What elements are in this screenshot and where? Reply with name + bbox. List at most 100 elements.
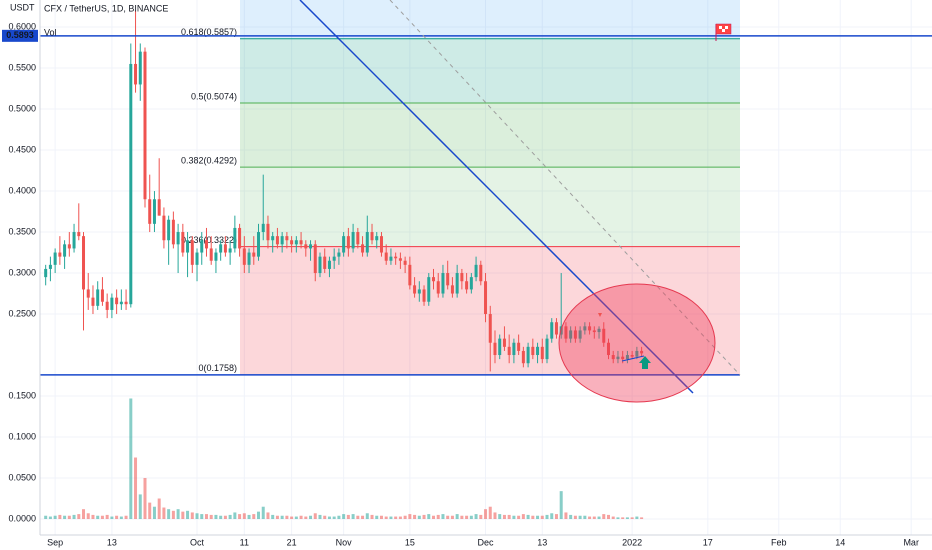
- fib-band: [240, 102, 740, 168]
- candle-body: [110, 297, 114, 310]
- candle-body: [621, 356, 625, 360]
- volume-bar: [72, 514, 76, 520]
- volume-bar: [313, 513, 317, 520]
- flag-check: [725, 26, 728, 29]
- volume-bar: [588, 516, 592, 520]
- volume-bar: [58, 514, 62, 520]
- volume-bar: [583, 515, 587, 520]
- volume-bar: [233, 512, 237, 520]
- candle-body: [171, 219, 175, 245]
- candle-body: [356, 232, 360, 245]
- candle-body: [389, 256, 393, 261]
- candle-body: [233, 227, 237, 249]
- y-tick-label: 0.5500: [8, 62, 36, 72]
- candle-body: [342, 236, 346, 253]
- volume-bar: [625, 517, 629, 520]
- volume-bar: [148, 502, 152, 520]
- candle-body: [583, 326, 587, 331]
- volume-bar: [53, 515, 57, 520]
- x-tick-label: 15: [405, 537, 415, 547]
- candle-body: [176, 232, 180, 245]
- candle-body: [195, 252, 199, 265]
- candle-body: [82, 236, 86, 290]
- volume-bar: [105, 514, 109, 520]
- fib-band: [240, 0, 740, 39]
- volume-bar: [531, 515, 535, 520]
- volume-bar: [124, 515, 128, 520]
- volume-bar: [507, 514, 511, 520]
- candle-body: [488, 314, 492, 343]
- candle-body: [450, 285, 454, 294]
- y-tick-label: 0.5000: [8, 103, 36, 113]
- candle-body: [96, 289, 100, 306]
- volume-bar: [493, 512, 497, 520]
- volume-bar: [115, 515, 119, 520]
- candle-body: [398, 258, 402, 261]
- candle-body: [152, 199, 156, 224]
- volume-bar: [370, 514, 374, 520]
- volume-bar: [616, 517, 620, 520]
- candle-body: [545, 338, 549, 360]
- candle-body: [247, 252, 251, 265]
- volume-bar: [247, 514, 251, 520]
- volume-bar: [266, 512, 270, 520]
- y-tick-label: 0.4000: [8, 185, 36, 195]
- candle-body: [640, 350, 644, 354]
- candle-body: [379, 236, 383, 253]
- candle-body: [290, 240, 294, 245]
- volume-bar: [403, 515, 407, 520]
- candle-body: [72, 232, 76, 249]
- volume-bar: [309, 515, 313, 520]
- candle-body: [413, 285, 417, 294]
- volume-bar: [521, 514, 525, 520]
- candle-body: [91, 297, 95, 306]
- volume-bar: [550, 513, 554, 520]
- x-tick-label: 17: [703, 537, 713, 547]
- y-tick-label: 0.1500: [8, 390, 36, 400]
- price-badge: [2, 29, 38, 42]
- candle-body: [332, 256, 336, 261]
- volume-bar: [413, 514, 417, 520]
- fib-label: 0.236(0.3322): [181, 235, 237, 245]
- volume-bar: [176, 509, 180, 520]
- candle-body: [370, 232, 374, 241]
- x-tick-label: 13: [107, 537, 117, 547]
- candle-body: [105, 301, 109, 310]
- candle-body: [493, 342, 497, 356]
- volume-bar: [422, 514, 426, 520]
- dashed-trendline: [389, 0, 741, 376]
- candle-body: [157, 199, 161, 216]
- candle-body: [531, 346, 535, 356]
- volume-bar: [602, 514, 606, 520]
- candle-body: [143, 51, 147, 200]
- candle-body: [124, 301, 128, 305]
- candle-body: [134, 63, 138, 85]
- candles: [40, 10, 932, 520]
- volume-bar: [271, 514, 275, 520]
- highlight-ellipse: [558, 283, 716, 403]
- volume-label: Vol: [44, 27, 57, 37]
- candle-body: [526, 346, 530, 364]
- candle-body: [564, 326, 568, 339]
- candle-body: [209, 248, 213, 261]
- candle-body: [238, 227, 242, 249]
- volume-bar: [257, 511, 261, 520]
- candle-body: [474, 264, 478, 278]
- volume-bar: [290, 516, 294, 520]
- volume-bar: [484, 509, 488, 520]
- candle-body: [242, 248, 246, 265]
- volume-bar: [223, 515, 227, 520]
- trendline: [299, 0, 694, 394]
- y-tick-label: 0.3000: [8, 267, 36, 277]
- volume-bar: [408, 514, 412, 520]
- candle-body: [318, 256, 322, 274]
- volume-bar: [346, 514, 350, 520]
- volume-bar: [559, 491, 563, 520]
- volume-bar: [540, 515, 544, 520]
- candle-body: [214, 252, 218, 261]
- volume-bar: [143, 478, 147, 520]
- candle-body: [167, 219, 171, 241]
- volume-bar: [275, 515, 279, 520]
- candle-body: [266, 223, 270, 241]
- candle-body: [261, 223, 265, 233]
